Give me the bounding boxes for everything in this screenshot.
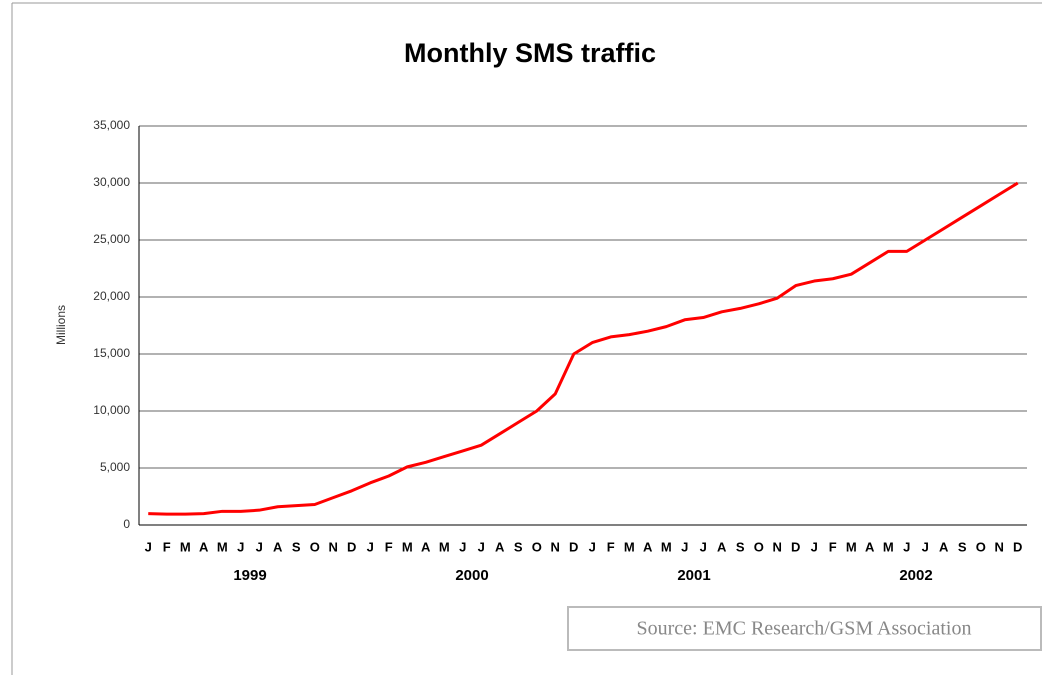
x-tick-label: A	[865, 539, 875, 554]
year-label: 2000	[455, 567, 488, 584]
x-tick-label: A	[495, 539, 505, 554]
x-tick-label: M	[846, 539, 857, 554]
x-tick-label: J	[922, 539, 929, 554]
x-tick-label: M	[883, 539, 894, 554]
x-tick-label: O	[754, 539, 764, 554]
x-tick-label: N	[329, 539, 338, 554]
x-tick-label: M	[402, 539, 413, 554]
y-tick-label: 10,000	[93, 403, 130, 417]
x-tick-label: A	[273, 539, 283, 554]
x-tick-label: M	[217, 539, 228, 554]
x-tick-label: F	[829, 539, 837, 554]
x-tick-label: J	[681, 539, 688, 554]
x-tick-label: F	[163, 539, 171, 554]
x-tick-label: A	[717, 539, 727, 554]
x-tick-label: J	[237, 539, 244, 554]
y-tick-label: 35,000	[93, 118, 130, 132]
x-tick-label: D	[569, 539, 578, 554]
x-tick-label: J	[145, 539, 152, 554]
y-tick-label: 5,000	[100, 460, 130, 474]
x-tick-label: N	[995, 539, 1004, 554]
x-tick-label: O	[976, 539, 986, 554]
x-tick-label: S	[958, 539, 967, 554]
x-tick-label: D	[1013, 539, 1022, 554]
x-tick-label: J	[459, 539, 466, 554]
x-tick-label: N	[551, 539, 560, 554]
line	[148, 181, 1019, 516]
y-tick-label: 0	[123, 517, 130, 531]
x-tick-label: J	[478, 539, 485, 554]
x-tick-label: D	[791, 539, 800, 554]
y-tick-label: 25,000	[93, 232, 130, 246]
x-tick-label: O	[532, 539, 542, 554]
x-tick-label: M	[624, 539, 635, 554]
x-tick-label: A	[421, 539, 431, 554]
x-tick-label: A	[643, 539, 653, 554]
year-label: 1999	[233, 567, 266, 584]
x-tick-label: J	[256, 539, 263, 554]
x-tick-label: M	[661, 539, 672, 554]
x-tick-label: J	[903, 539, 910, 554]
source-box	[567, 606, 1042, 651]
x-tick-label: O	[310, 539, 320, 554]
source: Source: EMC Research/GSM Association	[637, 618, 972, 640]
x-tick-label: S	[736, 539, 745, 554]
x-tick-label: J	[589, 539, 596, 554]
y-axis-label: Millions	[54, 305, 68, 345]
x-tick-label: D	[347, 539, 356, 554]
x-tick-label: A	[939, 539, 949, 554]
y-tick-label: 20,000	[93, 289, 130, 303]
y-tick-label: 30,000	[93, 175, 130, 189]
x-tick-label: S	[292, 539, 301, 554]
y-tick-label: 15,000	[93, 346, 130, 360]
x-tick-label: S	[514, 539, 523, 554]
chart-title: Monthly SMS traffic	[404, 38, 656, 68]
x-tick-label: J	[700, 539, 707, 554]
x-tick-label: M	[180, 539, 191, 554]
x-tick-label: F	[385, 539, 393, 554]
x-tick-label: M	[439, 539, 450, 554]
x-tick-label: J	[811, 539, 818, 554]
x-tick-label: F	[607, 539, 615, 554]
x-tick-label: J	[367, 539, 374, 554]
year-label: 2001	[677, 567, 710, 584]
x-tick-label: N	[773, 539, 782, 554]
x-tick-label: A	[199, 539, 209, 554]
year-label: 2002	[899, 567, 932, 584]
